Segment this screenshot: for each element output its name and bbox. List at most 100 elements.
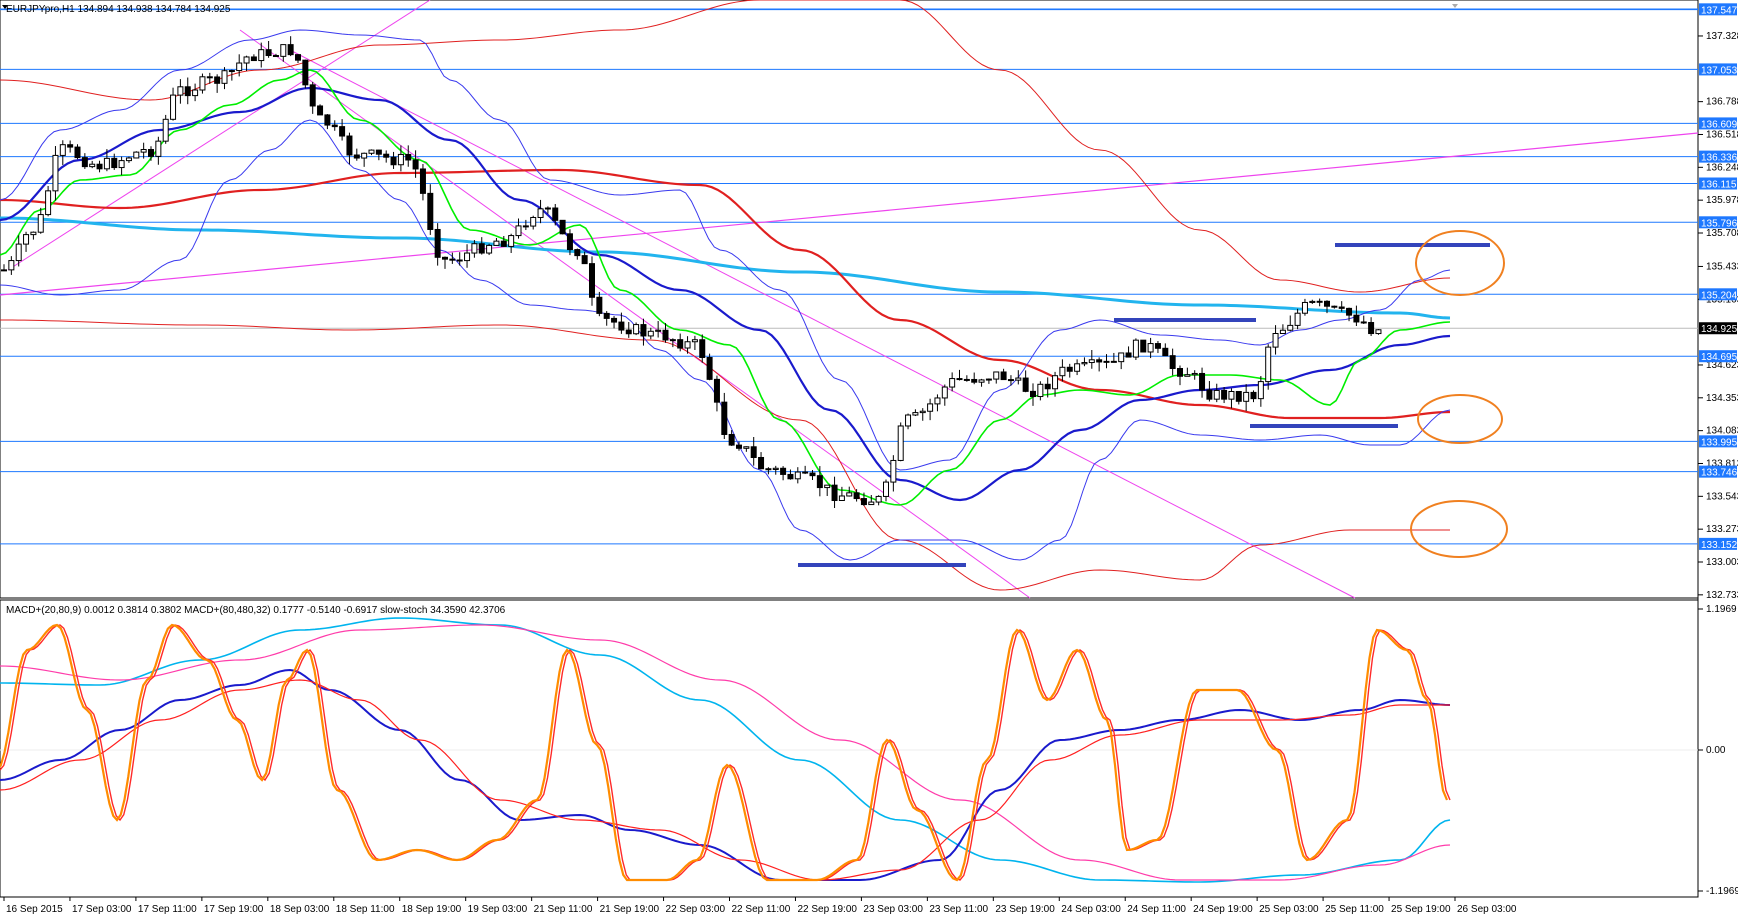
candle-body bbox=[772, 467, 779, 470]
candle-body bbox=[96, 163, 103, 170]
time-label: 16 Sep 2015 bbox=[6, 904, 63, 915]
candle-body bbox=[52, 154, 59, 192]
current-price-tag bbox=[1699, 322, 1737, 335]
level-tag-label: 136.336 bbox=[1701, 153, 1738, 164]
time-label: 24 Sep 03:00 bbox=[1061, 904, 1121, 915]
candle-body bbox=[1272, 333, 1279, 348]
candle-body bbox=[1375, 329, 1382, 335]
candle-body bbox=[434, 228, 441, 258]
candle-body bbox=[1162, 347, 1169, 357]
level-tag bbox=[1699, 465, 1737, 478]
candle-body bbox=[8, 260, 15, 271]
candle-body bbox=[118, 160, 125, 169]
price-panel[interactable] bbox=[0, 0, 1699, 599]
candle-body bbox=[309, 84, 316, 107]
candle-body bbox=[728, 433, 735, 446]
candle-body bbox=[419, 168, 426, 194]
candle-body bbox=[1037, 383, 1044, 398]
highlight-ellipse[interactable] bbox=[1417, 394, 1503, 444]
candle-body bbox=[125, 157, 132, 162]
candle-body bbox=[15, 243, 22, 262]
candle-body bbox=[677, 339, 684, 349]
candle-body bbox=[985, 378, 992, 381]
candle-body bbox=[1081, 362, 1088, 365]
candle-body bbox=[1074, 363, 1081, 372]
price-label: 134.353 bbox=[1706, 393, 1738, 404]
highlight-ellipse[interactable] bbox=[1415, 230, 1505, 296]
candle-body bbox=[809, 472, 816, 477]
candle-body bbox=[1177, 368, 1183, 377]
level-tag bbox=[1699, 150, 1737, 163]
candle-body bbox=[45, 190, 52, 216]
level-tag-label: 136.115 bbox=[1701, 179, 1737, 190]
trend-line-up bbox=[0, 132, 1699, 296]
price-axis: 137.328 136.788 136.518 136.248 135.978 135.7… bbox=[1698, 31, 1738, 601]
candle-body bbox=[427, 192, 434, 230]
envelope-upper bbox=[0, 0, 1451, 293]
candle-body bbox=[1118, 352, 1125, 363]
candle-body bbox=[530, 216, 537, 227]
candle-body bbox=[897, 425, 904, 461]
candle-body bbox=[1125, 352, 1132, 358]
candle-body bbox=[581, 255, 588, 265]
time-label: 26 Sep 03:00 bbox=[1457, 904, 1517, 915]
candle-body bbox=[258, 49, 265, 62]
price-label: 133.813 bbox=[1706, 458, 1738, 469]
candle-body bbox=[280, 44, 287, 57]
candle-body bbox=[890, 459, 897, 483]
candle-body bbox=[486, 244, 493, 254]
candle-body bbox=[1096, 359, 1103, 363]
candle-body bbox=[353, 154, 360, 159]
candle-body bbox=[111, 157, 118, 169]
candle-body bbox=[265, 49, 272, 57]
symbol-header: EURJPYpro,H1 134.894 134.938 134.784 134… bbox=[6, 4, 231, 15]
candle-body bbox=[464, 252, 471, 262]
shift-marker-icon[interactable] bbox=[1452, 4, 1458, 8]
indicator-label: -1.1969 bbox=[1706, 886, 1738, 897]
time-label: 21 Sep 19:00 bbox=[600, 904, 660, 915]
candle-body bbox=[250, 56, 257, 62]
candle-body bbox=[1279, 329, 1286, 335]
candle-body bbox=[442, 256, 448, 260]
candle-body bbox=[317, 105, 324, 116]
candle-body bbox=[390, 156, 397, 166]
candle-body bbox=[375, 149, 382, 155]
level-tag bbox=[1699, 216, 1737, 229]
candle-body bbox=[860, 498, 867, 506]
time-label: 23 Sep 03:00 bbox=[863, 904, 923, 915]
candle-body bbox=[1221, 389, 1228, 400]
candle-body bbox=[361, 152, 368, 159]
highlight-ellipse[interactable] bbox=[1410, 500, 1508, 558]
candle-body bbox=[184, 86, 191, 97]
candle-body bbox=[618, 321, 625, 331]
candle-body bbox=[640, 324, 647, 337]
candle-body bbox=[537, 208, 544, 218]
candle-body bbox=[515, 225, 522, 237]
candle-body bbox=[1360, 321, 1367, 324]
candle-body bbox=[412, 159, 419, 170]
candle-body bbox=[713, 378, 720, 403]
candle-body bbox=[206, 76, 213, 79]
candle-body bbox=[978, 379, 985, 383]
candle-body bbox=[1030, 390, 1036, 398]
indicator-panel[interactable] bbox=[0, 599, 1699, 898]
level-tag-label: 135.204 bbox=[1701, 290, 1738, 301]
stoch-main bbox=[0, 623, 1449, 882]
candle-body bbox=[1, 269, 7, 272]
candle-body bbox=[1000, 371, 1007, 381]
candle-body bbox=[295, 54, 301, 61]
candle-body bbox=[589, 263, 595, 298]
candle-body bbox=[170, 94, 177, 120]
candle-body bbox=[816, 475, 823, 489]
candle-body bbox=[949, 378, 956, 388]
time-label: 22 Sep 11:00 bbox=[732, 904, 791, 915]
time-label: 17 Sep 11:00 bbox=[138, 904, 197, 915]
candle-body bbox=[736, 444, 742, 449]
chart-menu-icon[interactable] bbox=[2, 5, 8, 9]
candle-body bbox=[1368, 322, 1375, 335]
price-label: 133.543 bbox=[1706, 491, 1738, 502]
candle-body bbox=[1015, 377, 1022, 381]
time-label: 25 Sep 19:00 bbox=[1391, 904, 1451, 915]
annotations[interactable] bbox=[798, 0, 1738, 567]
